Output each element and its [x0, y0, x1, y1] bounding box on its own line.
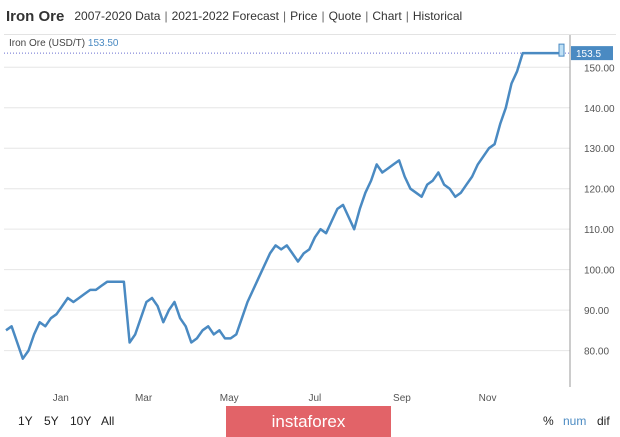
commodity-title: Iron Ore	[6, 7, 65, 25]
chart-header: Iron Ore 2007-2020 Data | 2021-2022 Fore…	[0, 0, 620, 32]
separator: |	[321, 9, 325, 23]
separator: |	[164, 9, 168, 23]
x-tick-label: Jan	[53, 393, 69, 404]
link-chart[interactable]: Chart	[372, 9, 402, 23]
mode-percent-button[interactable]: %	[543, 414, 554, 428]
link-quote[interactable]: Quote	[328, 9, 362, 23]
link-price[interactable]: Price	[290, 9, 318, 23]
x-tick-label: May	[220, 393, 239, 404]
link-data[interactable]: 2007-2020 Data	[74, 9, 161, 23]
instaforex-watermark: instaforex	[226, 406, 391, 437]
y-tick-label: 90.00	[584, 306, 609, 317]
legend-value: 153.50	[88, 38, 119, 49]
separator: |	[365, 9, 369, 23]
y-tick-label: 120.00	[584, 185, 615, 196]
current-value-badge	[571, 46, 613, 61]
y-tick-label: 130.00	[584, 144, 615, 155]
link-historical[interactable]: Historical	[412, 9, 463, 23]
x-tick-label: Jul	[308, 393, 321, 404]
x-tick-label: Nov	[479, 393, 497, 404]
mode-dif-button[interactable]: dif	[597, 414, 610, 428]
range-5y-button[interactable]: 5Y	[44, 414, 59, 428]
y-tick-label: 140.00	[584, 104, 615, 115]
x-tick-label: Sep	[393, 393, 411, 404]
y-tick-label: 80.00	[584, 347, 609, 358]
chart-area[interactable]: 80.00 90.00 100.00 110.00 120.00 130.00 140.00…	[4, 34, 616, 405]
separator: |	[282, 9, 287, 23]
y-tick-label: 100.00	[584, 266, 615, 277]
y-tick-label: 150.00	[584, 63, 615, 74]
x-tick-label: Mar	[135, 393, 153, 404]
range-10y-button[interactable]: 10Y	[70, 414, 92, 428]
y-tick-label: 110.00	[584, 225, 614, 236]
range-all-button[interactable]: All	[101, 414, 115, 428]
series-line[interactable]	[5, 51, 562, 360]
separator: |	[405, 9, 409, 23]
line-chart[interactable]: 80.00 90.00 100.00 110.00 120.00 130.00 140.00…	[4, 35, 616, 405]
legend-label: Iron Ore (USD/T) 153.50	[9, 38, 119, 49]
range-1y-button[interactable]: 1Y	[18, 414, 33, 428]
current-value-label: 153.5	[576, 49, 601, 60]
mode-num-button[interactable]: num	[563, 414, 587, 428]
end-marker	[558, 43, 565, 57]
chart-footer: 1Y 5Y 10Y All instaforex % num dif	[0, 406, 620, 437]
link-forecast[interactable]: 2021-2022 Forecast	[171, 9, 279, 23]
